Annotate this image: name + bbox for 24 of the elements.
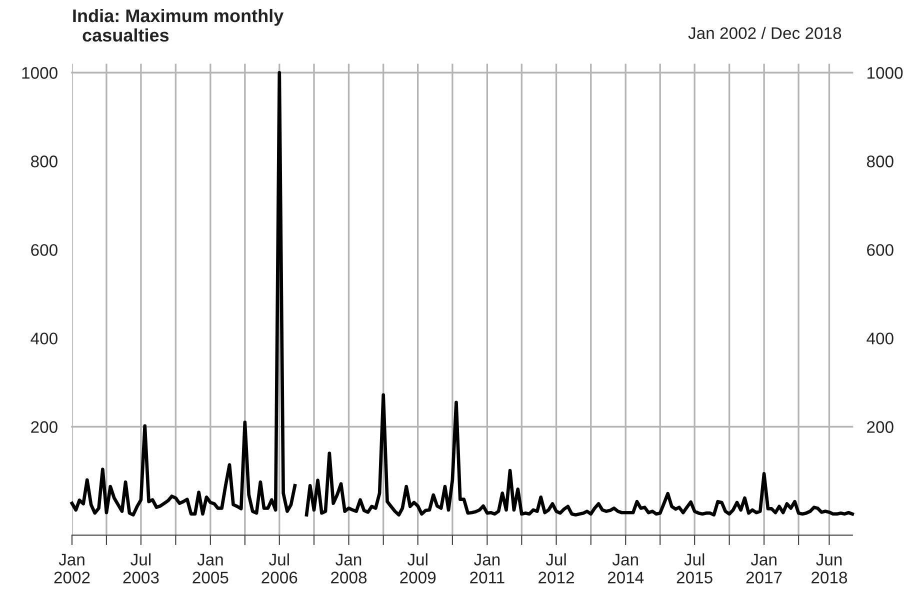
x-tick-label: Jan 2008 (331, 554, 367, 584)
x-tick-label: Jan 2014 (608, 554, 644, 584)
y2-tick-label: 800 (866, 156, 894, 168)
x-tick-label: Jan 2002 (54, 554, 90, 584)
y-tick-label: 400 (30, 332, 58, 344)
x-tick-label: Jan 2011 (470, 554, 504, 584)
y-tick-label: 800 (31, 156, 58, 168)
y-tick-label: 200 (31, 421, 58, 433)
x-tick-label: Jul 2015 (676, 553, 712, 584)
y2-tick-label: 1000 (868, 67, 903, 79)
y-tick-label: 600 (31, 244, 58, 256)
y2-tick-label: 600 (867, 244, 894, 256)
x-tick-label: Jan 2017 (746, 554, 782, 584)
y2-tick-label: 400 (866, 332, 894, 344)
x-tick-label: Jul 2009 (400, 553, 436, 584)
x-tick-label: Jul 2003 (123, 553, 159, 584)
chart-subtitle: Jan 2002 / Dec 2018 (688, 26, 842, 40)
x-tick-label: Jul 2006 (262, 553, 298, 584)
chart-title: India: Maximum monthly casualties (73, 8, 284, 42)
y2-tick-label: 200 (867, 421, 894, 433)
x-tick-label: Jun 2018 (812, 554, 848, 584)
y-tick-label: 1000 (22, 67, 58, 79)
x-tick-label: Jul 2012 (538, 553, 574, 584)
x-tick-label: Jan 2005 (192, 554, 228, 584)
